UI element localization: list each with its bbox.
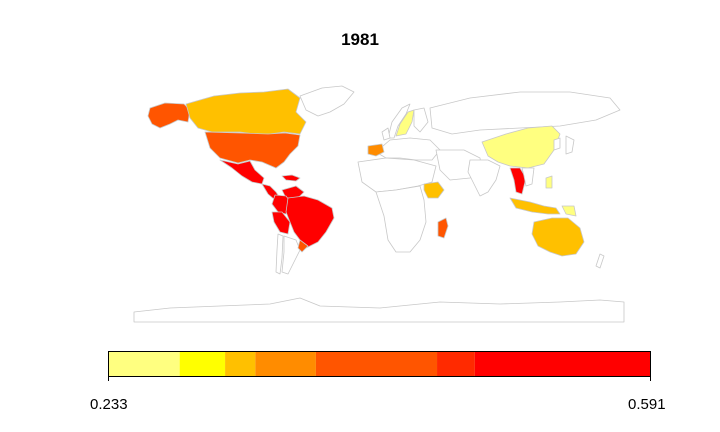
chile	[275, 233, 284, 275]
uruguay	[297, 239, 309, 253]
australia	[531, 217, 585, 257]
argentina	[281, 235, 301, 275]
color-legend	[108, 351, 651, 381]
legend-bin-4	[255, 351, 316, 377]
uk	[381, 127, 391, 141]
central-africa	[375, 185, 427, 253]
norway	[387, 103, 411, 139]
legend-bin-2	[179, 351, 226, 377]
legend-bin-1	[108, 351, 180, 377]
mexico	[219, 159, 265, 185]
caribbean	[281, 174, 301, 182]
legend-bin-5	[315, 351, 438, 377]
thailand	[509, 167, 527, 195]
legend-bin-3	[225, 351, 256, 377]
legend-max-label: 0.591	[628, 396, 666, 413]
spain	[367, 143, 385, 157]
philippines	[545, 175, 553, 189]
map-title: 1981	[341, 30, 379, 49]
japan	[565, 135, 575, 155]
china	[481, 125, 561, 169]
legend-bin-6	[437, 351, 475, 377]
brazil	[285, 195, 335, 249]
ethiopia	[423, 181, 445, 199]
india	[467, 159, 501, 197]
antarctica	[133, 297, 625, 323]
legend-bin-7	[474, 351, 651, 377]
indochina	[521, 167, 535, 187]
usa	[204, 131, 301, 169]
madagascar	[437, 217, 449, 239]
europe-rest	[375, 137, 441, 161]
russia	[429, 91, 621, 135]
papua-new-guinea	[561, 205, 577, 217]
new-zealand	[595, 253, 605, 269]
indonesia	[509, 197, 561, 215]
finland	[413, 107, 429, 133]
korea	[553, 137, 561, 151]
peru	[271, 211, 291, 235]
alaska	[147, 102, 191, 129]
legend-min-label: 0.233	[90, 396, 128, 413]
greenland	[299, 85, 355, 117]
canada	[185, 88, 307, 135]
